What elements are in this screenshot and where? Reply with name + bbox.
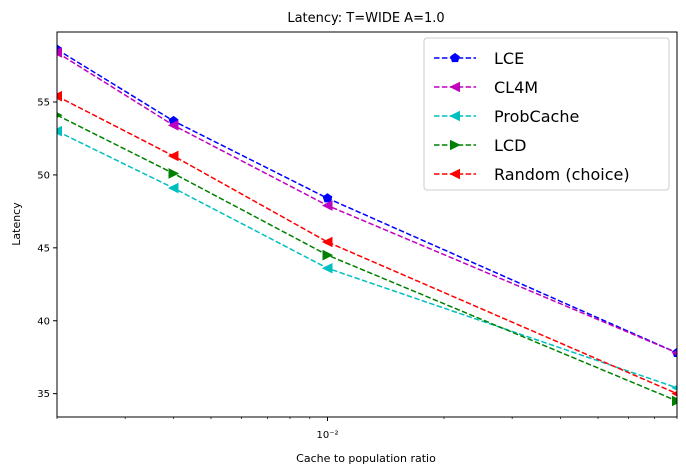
legend-label: LCD <box>494 136 526 155</box>
y-axis-label: Latency <box>10 202 23 246</box>
data-point <box>57 47 62 58</box>
x-tick-label: 10⁻² <box>316 430 338 441</box>
data-point <box>167 120 179 131</box>
y-tick-label: 35 <box>37 389 50 400</box>
series-line <box>57 51 677 354</box>
data-point <box>57 125 62 137</box>
legend-marker <box>449 168 460 180</box>
series-line <box>57 48 677 354</box>
series-2 <box>57 125 677 391</box>
data-point <box>57 90 62 102</box>
data-point <box>321 200 333 211</box>
legend-marker <box>449 110 460 122</box>
y-tick-label: 50 <box>37 170 50 181</box>
legend-label: Random (choice) <box>494 165 630 184</box>
legend-marker <box>449 81 460 93</box>
data-point <box>167 150 179 162</box>
series-line <box>57 130 677 389</box>
data-point <box>672 395 677 407</box>
y-tick-label: 55 <box>37 98 50 109</box>
legend-item: ProbCache <box>434 107 579 126</box>
series-line <box>57 114 677 402</box>
series-line <box>57 95 677 395</box>
y-axis: 35 40 45 50 55 <box>37 98 57 400</box>
legend-item: LCD <box>434 136 526 155</box>
legend-label: LCE <box>494 49 524 68</box>
series-4 <box>57 90 677 397</box>
legend-box <box>423 37 670 191</box>
x-axis: 10⁻² <box>56 417 678 441</box>
series-1 <box>57 47 677 356</box>
legend: LCE CL4M ProbCache LCD Random (choice) <box>423 37 670 191</box>
data-point <box>322 193 333 203</box>
legend-label: ProbCache <box>494 107 579 126</box>
data-point <box>671 385 677 391</box>
axes-frame <box>56 31 678 418</box>
y-tick-label: 40 <box>37 316 50 327</box>
legend-item: Random (choice) <box>434 165 630 184</box>
data-point <box>321 236 333 248</box>
data-point <box>321 262 333 274</box>
chart-title: Latency: T=WIDE A=1.0 <box>287 11 444 26</box>
data-point <box>671 350 677 356</box>
data-point <box>671 390 677 397</box>
data-point <box>322 249 334 261</box>
plot-area <box>57 44 677 407</box>
legend-marker <box>450 52 460 63</box>
data-point <box>168 168 180 179</box>
x-axis-label: Cache to population ratio <box>296 452 436 465</box>
data-point <box>167 182 179 194</box>
data-point <box>57 112 63 118</box>
legend-item: CL4M <box>434 78 538 97</box>
y-tick-label: 45 <box>37 243 50 254</box>
legend-item: LCE <box>434 49 524 68</box>
legend-label: CL4M <box>494 78 538 97</box>
series-3 <box>57 112 677 407</box>
legend-marker <box>450 139 461 151</box>
